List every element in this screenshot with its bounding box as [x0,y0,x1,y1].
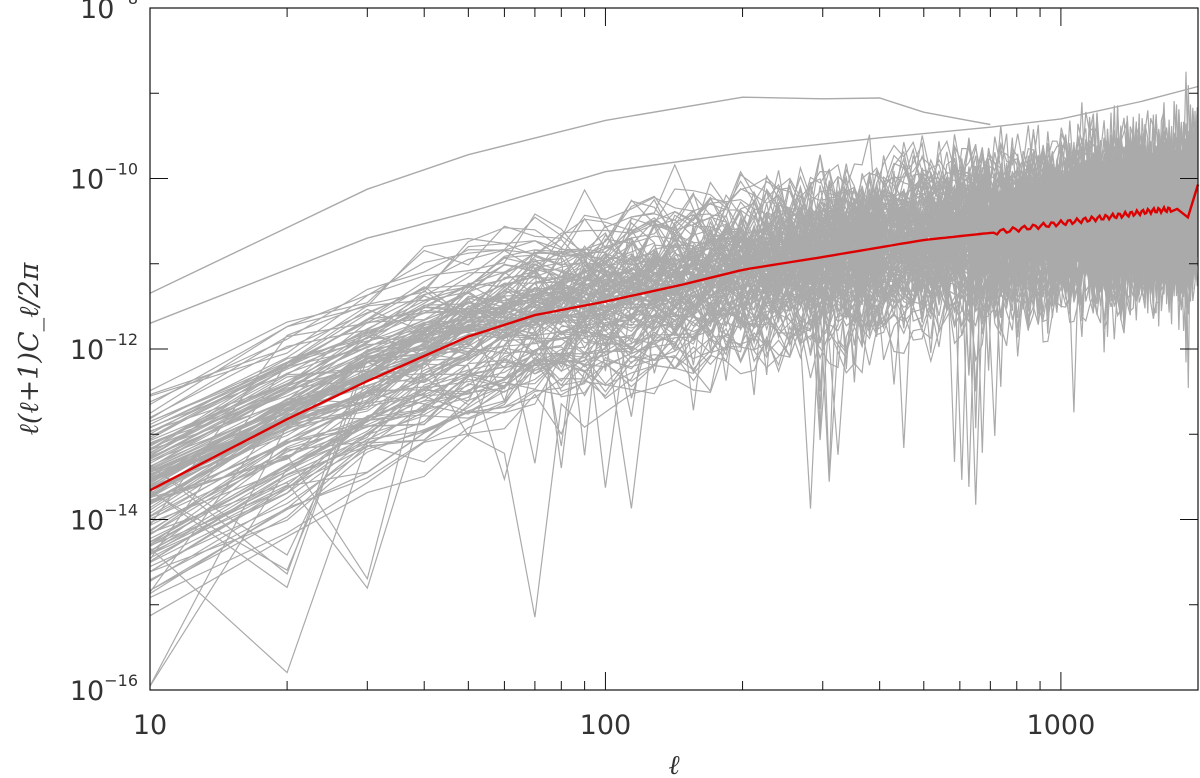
axis-ticks [149,7,1199,691]
y-tick-label: 10−14 [70,501,138,537]
y-tick-label: 10−8 [80,0,138,25]
mean-spectrum-line [149,184,1200,492]
x-tick-label: 1000 [1027,710,1096,741]
y-tick-label: 10−12 [70,330,138,366]
realization-line [149,151,1198,473]
realization-line [149,102,1198,396]
x-axis-label: ℓ [668,750,680,778]
x-tick-labels: 10 100 1000 [133,710,1095,741]
realization-line [149,165,1198,488]
y-tick-label: 10−16 [70,671,138,707]
realization-line [149,201,1198,595]
y-tick-labels: 10−16 10−14 10−12 10−10 10−8 [70,0,138,707]
realization-line [149,96,991,294]
x-tick-label: 10 [133,710,167,741]
y-axis-label: ℓ(ℓ+1)C_ℓ/2π [14,261,45,435]
realization-line [149,141,1198,468]
realization-lines [149,71,1199,687]
x-tick-label: 100 [580,710,632,741]
realization-line [149,85,1199,324]
y-tick-label: 10−10 [70,160,138,196]
realization-line [149,216,1198,591]
realization-line [149,120,1198,414]
mean-line [149,184,1200,492]
